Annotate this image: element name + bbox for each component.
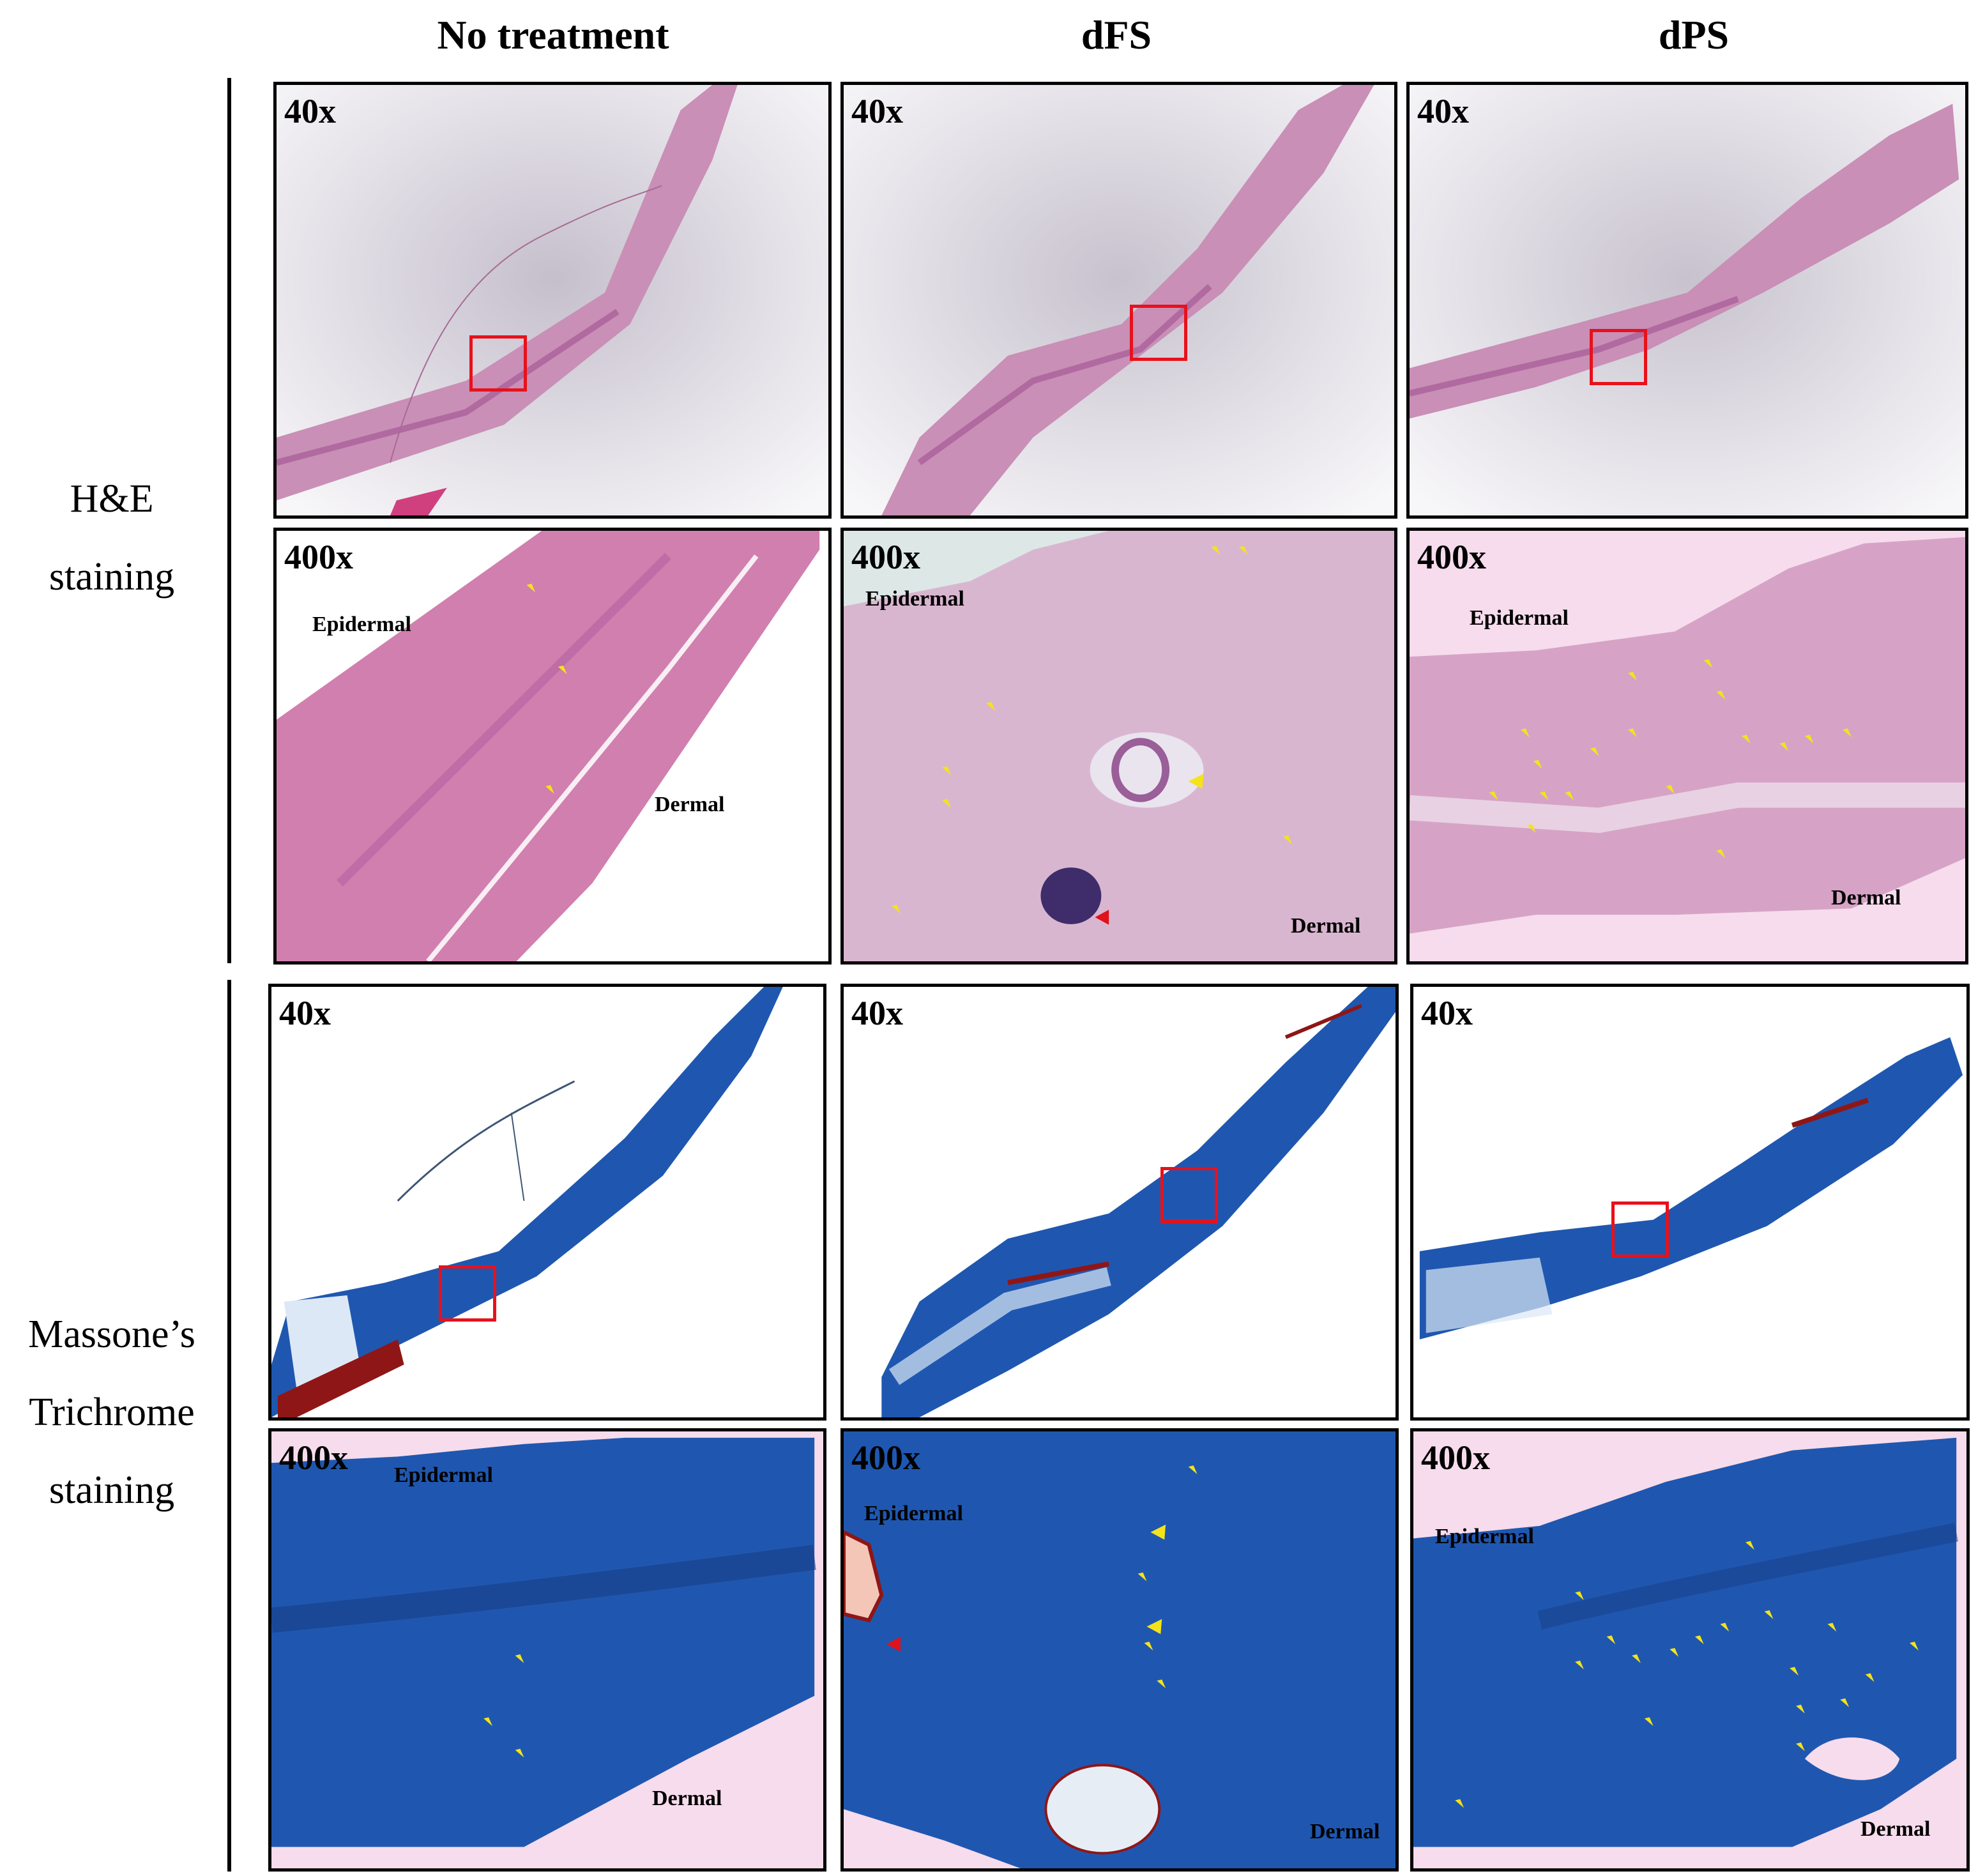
roi-box (469, 335, 527, 392)
magnification-label: 40x (1417, 92, 1469, 130)
mt-group-bar (227, 980, 231, 1872)
mt-40x-dps-micrograph (1413, 987, 1966, 1417)
magnification-label: 400x (1417, 538, 1486, 576)
mt-40x-no-treatment: 40x (268, 984, 826, 1421)
magnification-label: 40x (851, 994, 903, 1032)
mt-400x-dfs-micrograph (844, 1431, 1396, 1868)
magnification-label: 400x (284, 538, 353, 576)
column-header-dfs: dFS (1081, 12, 1152, 57)
row-header-mt-line1: Massone’s (28, 1313, 195, 1356)
he-400x-no-treatment-micrograph (277, 531, 828, 961)
he-400x-dps-micrograph (1410, 531, 1965, 961)
row-header-he-line2: staining (49, 555, 175, 599)
he-40x-dps-micrograph (1410, 85, 1965, 515)
dermal-label: Dermal (1860, 1817, 1931, 1841)
he-40x-no-treatment-micrograph (277, 85, 828, 515)
roi-box (439, 1265, 496, 1322)
roi-box (1130, 305, 1187, 361)
dermal-label: Dermal (1831, 886, 1901, 910)
he-group-bar (227, 78, 231, 963)
magnification-label: 400x (1421, 1438, 1490, 1477)
epidermal-label: Epidermal (1435, 1525, 1534, 1548)
row-header-mt-line2: Trichrome (29, 1391, 195, 1434)
mt-400x-dps: 400x Epidermal Dermal (1410, 1428, 1970, 1872)
he-40x-dps: 40x (1406, 82, 1968, 519)
dermal-label: Dermal (652, 1787, 722, 1810)
epidermal-label: Epidermal (1470, 606, 1569, 630)
he-400x-dps: 400x Epidermal Dermal (1406, 528, 1968, 965)
epidermal-label: Epidermal (312, 613, 411, 636)
column-header-dps: dPS (1658, 12, 1730, 57)
roi-box (1590, 329, 1647, 385)
he-400x-dfs: 400x Epidermal Dermal (840, 528, 1397, 965)
epidermal-label: Epidermal (864, 1502, 963, 1525)
dermal-label: Dermal (655, 793, 725, 816)
row-header-mt: Massone’s Trichrome staining (6, 1295, 217, 1529)
magnification-label: 40x (1421, 994, 1473, 1032)
magnification-label: 400x (851, 1438, 920, 1477)
mt-40x-dfs-micrograph (844, 987, 1396, 1417)
roi-box (1611, 1201, 1669, 1258)
mt-400x-no-treatment: 400x Epidermal Dermal (268, 1428, 826, 1872)
magnification-label: 400x (851, 538, 920, 576)
he-40x-no-treatment: 40x (273, 82, 832, 519)
magnification-label: 40x (279, 994, 331, 1032)
magnification-label: 40x (284, 92, 336, 130)
mt-400x-dps-micrograph (1413, 1431, 1966, 1868)
dermal-label: Dermal (1291, 914, 1361, 938)
mt-40x-dfs: 40x (840, 984, 1399, 1421)
he-40x-dfs-micrograph (844, 85, 1394, 515)
row-header-he: H&E staining (6, 460, 217, 616)
mt-400x-no-treatment-micrograph (271, 1431, 823, 1868)
row-header-he-line1: H&E (70, 477, 154, 521)
epidermal-label: Epidermal (865, 587, 964, 611)
magnification-label: 400x (279, 1438, 348, 1477)
roi-box (1160, 1167, 1218, 1223)
mt-40x-dps: 40x (1410, 984, 1970, 1421)
dermal-label: Dermal (1310, 1820, 1380, 1843)
he-40x-dfs: 40x (840, 82, 1397, 519)
mt-40x-no-treatment-micrograph (271, 987, 823, 1417)
epidermal-label: Epidermal (394, 1463, 493, 1487)
mt-400x-dfs: 400x Epidermal Dermal (840, 1428, 1399, 1872)
column-header-no-treatment: No treatment (437, 12, 669, 57)
row-header-mt-line3: staining (49, 1468, 175, 1512)
he-400x-no-treatment: 400x Epidermal Dermal (273, 528, 832, 965)
he-400x-dfs-micrograph (844, 531, 1394, 961)
magnification-label: 40x (851, 92, 903, 130)
